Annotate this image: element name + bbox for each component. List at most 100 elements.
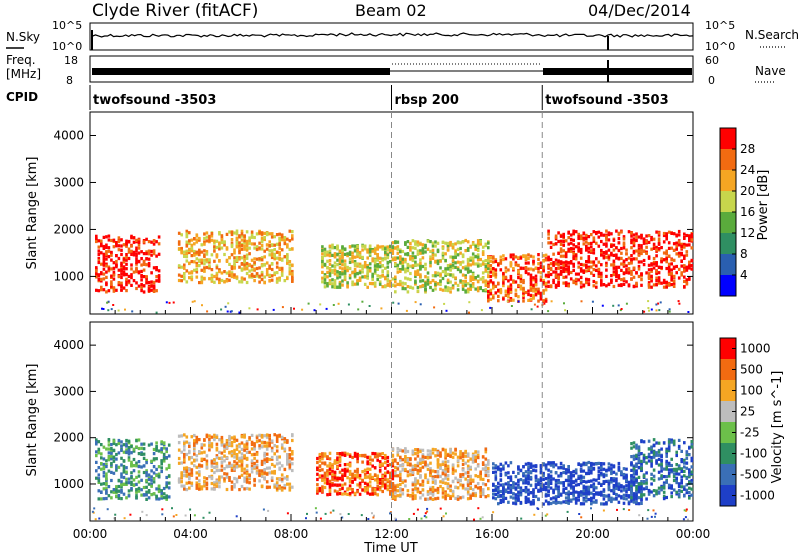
data-cell <box>321 452 324 456</box>
data-cell <box>250 433 254 437</box>
data-cell <box>557 251 560 255</box>
data-cell <box>419 261 422 265</box>
data-cell <box>331 269 334 273</box>
data-cell <box>421 457 425 461</box>
data-cell <box>258 446 261 450</box>
data-cell <box>356 264 359 268</box>
data-cell <box>492 462 495 466</box>
data-cell <box>255 266 259 271</box>
data-cell <box>348 472 352 476</box>
data-cell <box>225 487 229 492</box>
data-cell <box>480 309 483 312</box>
data-cell <box>280 486 284 490</box>
data-cell <box>424 262 427 266</box>
data-cell <box>424 246 427 250</box>
data-cell <box>549 463 553 467</box>
data-cell <box>547 485 550 489</box>
data-cell <box>120 497 123 501</box>
data-cell <box>439 480 442 484</box>
data-cell <box>188 241 191 245</box>
data-cell <box>683 264 686 268</box>
data-cell <box>687 311 690 313</box>
data-cell <box>539 489 543 493</box>
data-cell <box>190 238 194 242</box>
data-cell <box>288 269 292 273</box>
data-cell <box>479 494 482 498</box>
data-cell <box>263 275 266 279</box>
data-cell <box>152 452 156 456</box>
data-cell <box>471 478 475 482</box>
data-cell <box>97 252 101 256</box>
data-cell <box>162 457 166 461</box>
data-cell <box>160 496 163 500</box>
data-cell <box>401 492 405 496</box>
data-cell <box>361 264 364 268</box>
data-cell <box>270 457 274 461</box>
data-cell <box>346 492 349 496</box>
data-cell <box>446 464 450 468</box>
data-cell <box>434 271 437 275</box>
data-cell <box>662 233 666 238</box>
data-cell <box>655 263 658 267</box>
data-cell <box>366 285 369 289</box>
data-cell <box>235 461 239 465</box>
data-cell <box>544 299 548 303</box>
data-cell <box>107 438 111 442</box>
data-cell <box>424 275 427 279</box>
data-cell <box>391 492 395 496</box>
data-cell <box>637 243 641 248</box>
data-cell <box>100 277 103 281</box>
data-cell <box>479 277 482 281</box>
data-cell <box>160 447 163 452</box>
data-cell <box>336 263 339 267</box>
data-cell <box>213 239 216 243</box>
data-cell <box>642 258 646 263</box>
data-cell <box>404 282 407 286</box>
data-cell <box>316 477 319 482</box>
data-cell <box>115 259 118 264</box>
data-cell <box>632 275 636 279</box>
data-cell <box>338 255 342 259</box>
data-cell <box>200 486 204 490</box>
data-cell <box>497 491 500 495</box>
data-cell <box>225 246 229 250</box>
data-cell <box>341 486 344 491</box>
data-cell <box>537 299 540 303</box>
data-cell <box>547 475 550 479</box>
data-cell <box>198 479 201 483</box>
data-cell <box>401 468 405 472</box>
data-cell <box>487 494 490 498</box>
data-cell <box>368 480 372 484</box>
data-cell <box>436 453 440 457</box>
data-cell <box>468 301 471 304</box>
data-cell <box>404 484 407 488</box>
data-cell <box>253 444 256 448</box>
data-cell <box>399 470 402 474</box>
data-cell <box>366 485 369 489</box>
data-cell <box>456 241 460 245</box>
data-cell <box>378 463 382 467</box>
data-cell <box>323 477 327 481</box>
data-cell <box>585 263 588 267</box>
data-cell <box>203 450 206 454</box>
data-cell <box>650 276 653 280</box>
data-cell <box>502 278 505 282</box>
data-cell <box>662 240 666 244</box>
data-cell <box>391 251 395 255</box>
data-cell <box>668 310 671 313</box>
data-cell <box>193 439 196 443</box>
data-cell <box>102 252 106 256</box>
data-cell <box>579 269 583 273</box>
data-cell <box>481 260 485 264</box>
data-cell <box>519 256 523 260</box>
data-cell <box>195 471 199 475</box>
data-cell <box>451 451 455 455</box>
data-cell <box>386 470 390 474</box>
data-cell <box>215 454 219 458</box>
data-cell <box>444 451 447 455</box>
data-cell <box>476 241 480 246</box>
data-cell <box>627 267 631 271</box>
data-cell <box>323 481 327 485</box>
colorbar-segment <box>720 170 736 191</box>
data-cell <box>205 454 209 458</box>
